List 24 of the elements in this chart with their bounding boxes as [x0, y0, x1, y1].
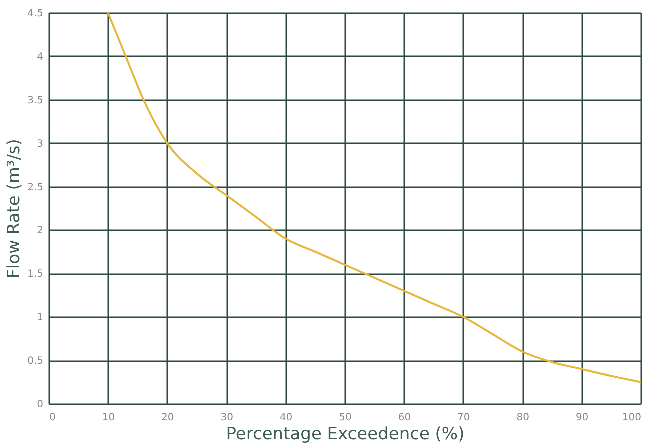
x-tick-label: 60	[398, 412, 412, 424]
x-tick-label: 50	[339, 412, 352, 424]
y-tick-label: 0.5	[28, 356, 44, 368]
line-series	[107, 12, 642, 384]
x-tick-label: 40	[280, 412, 293, 424]
y-axis-title: Flow Rate (m³/s)	[4, 139, 25, 279]
y-tick-label: 3.5	[28, 95, 44, 106]
x-tick-label: 20	[162, 412, 174, 424]
x-tick-label: 100	[622, 412, 642, 424]
y-tick-label: 0	[37, 400, 44, 410]
y-tick-label: 3	[37, 138, 44, 150]
y-tick-label: 4.5	[28, 8, 44, 20]
y-tick-label: 2	[37, 226, 44, 237]
x-tick-label: 30	[220, 412, 234, 424]
x-tick-label: 80	[516, 412, 530, 424]
x-tick-label: 70	[458, 412, 470, 424]
y-tick-label: 1	[37, 312, 44, 324]
x-tick-label: 90	[576, 412, 589, 424]
x-tick-label: 0	[50, 412, 56, 424]
x-tick-label: 10	[102, 412, 116, 424]
y-tick-label: 1.5	[28, 269, 44, 280]
y-tick-label: 4	[37, 52, 44, 63]
y-tick-label: 2.5	[28, 182, 44, 194]
x-axis-title: Percentage Exceedence (%)	[226, 424, 465, 444]
